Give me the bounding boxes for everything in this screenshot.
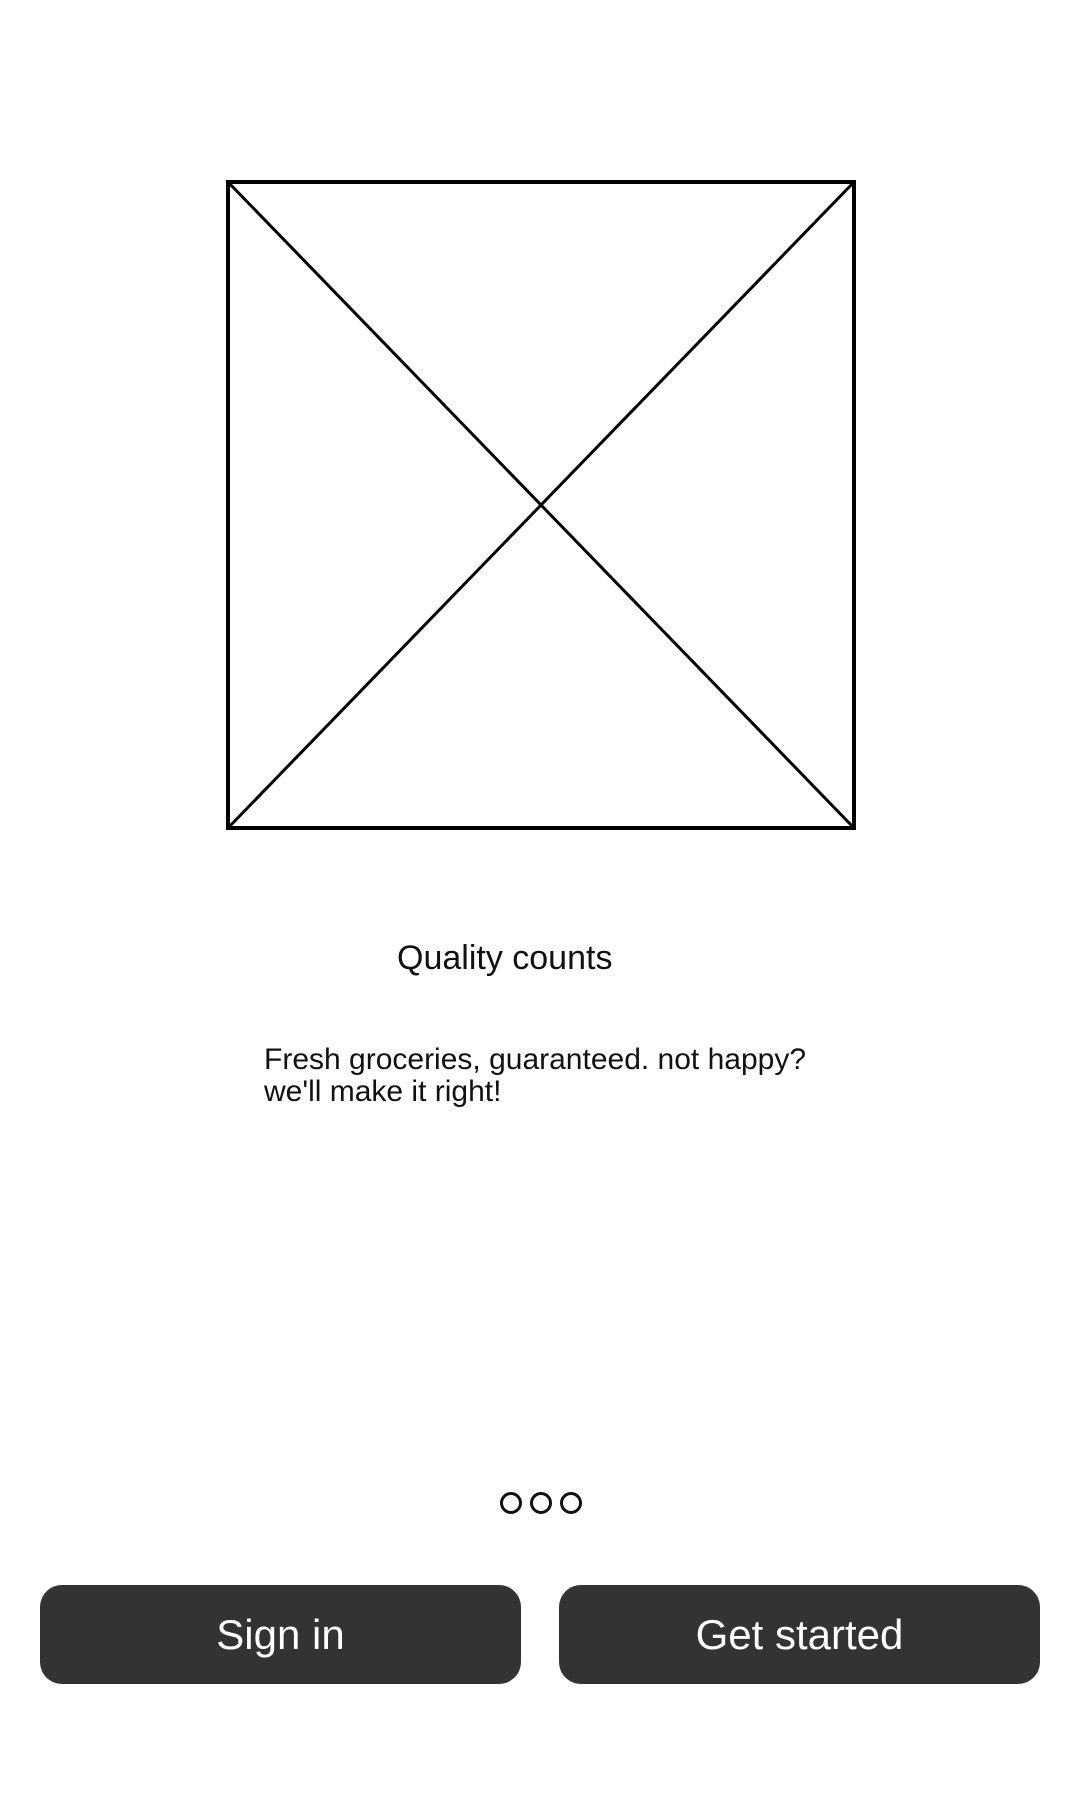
onboarding-description-line: we'll make it right! bbox=[264, 1075, 502, 1108]
page-indicator-dot[interactable] bbox=[500, 1492, 522, 1514]
onboarding-description: Fresh groceries, guaranteed. not happy? … bbox=[264, 1044, 884, 1108]
onboarding-description-line: Fresh groceries, guaranteed. not happy? bbox=[264, 1043, 807, 1076]
get-started-button[interactable]: Get started bbox=[559, 1585, 1040, 1684]
page-indicator-dot[interactable] bbox=[560, 1492, 582, 1514]
sign-in-button[interactable]: Sign in bbox=[40, 1585, 521, 1684]
onboarding-title: Quality counts bbox=[397, 939, 613, 977]
placeholder-image-icon bbox=[226, 180, 856, 830]
page-indicator bbox=[500, 1492, 582, 1514]
page-indicator-dot[interactable] bbox=[530, 1492, 552, 1514]
